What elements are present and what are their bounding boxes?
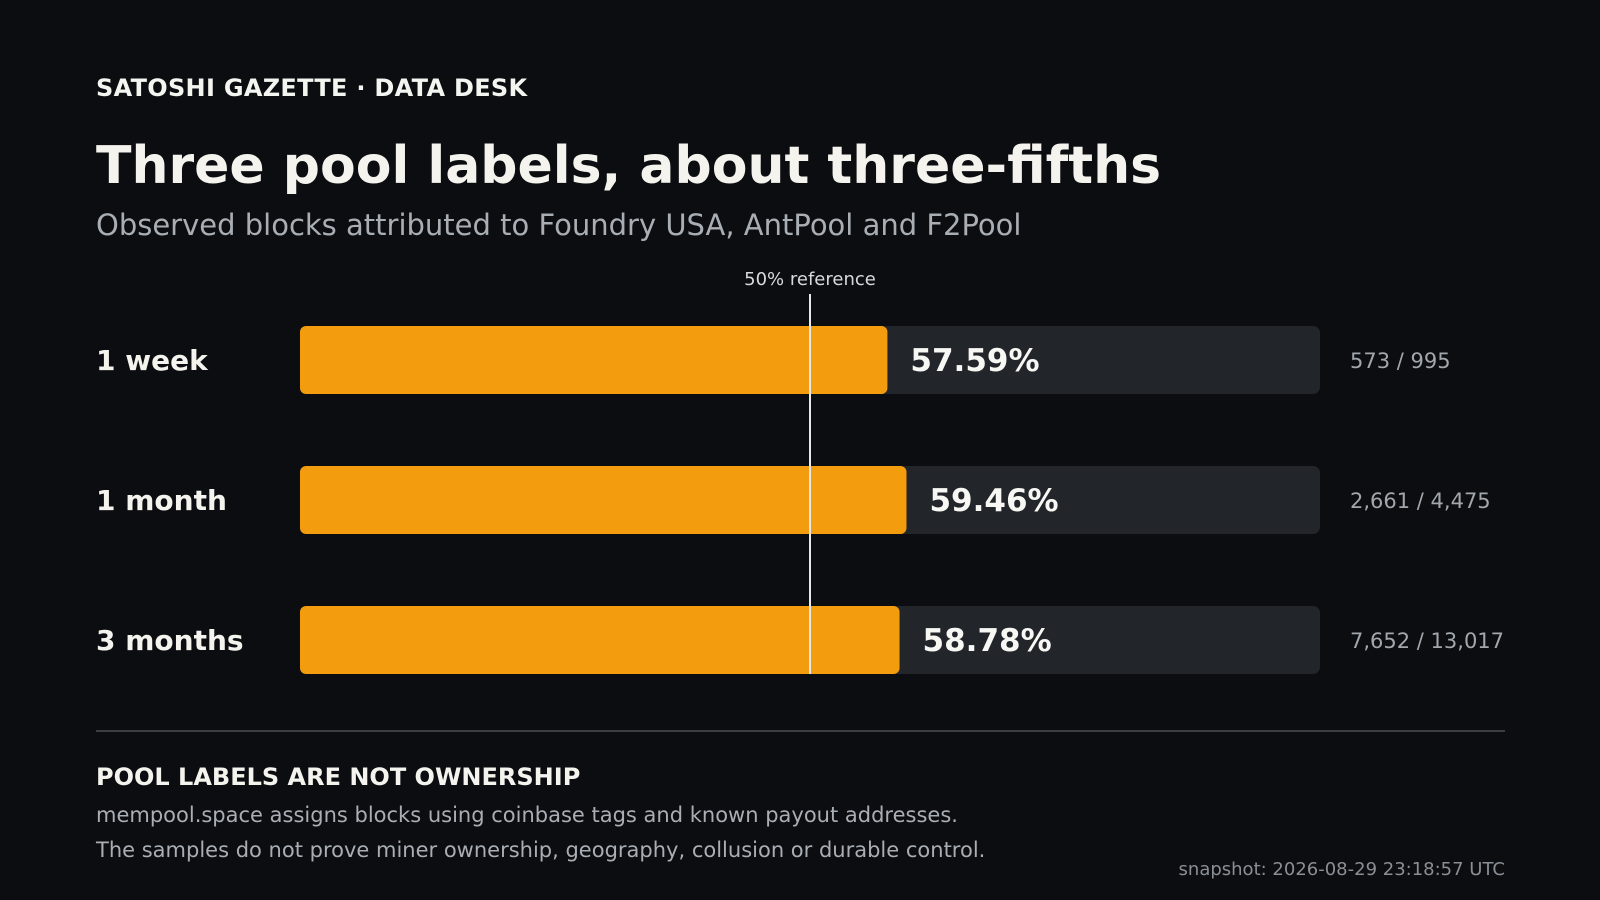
chart-title: Three pool labels, about three-fifths	[96, 136, 1162, 196]
count-label-1-month: 2,661 / 4,475	[1350, 489, 1491, 513]
row-label-3-months: 3 months	[96, 624, 244, 657]
note-line-2: The samples do not prove miner ownership…	[96, 838, 986, 862]
count-label-1-week: 573 / 995	[1350, 349, 1451, 373]
note-line-1: mempool.space assigns blocks using coinb…	[96, 803, 958, 827]
publication-kicker: SATOSHI GAZETTE · DATA DESK	[96, 74, 528, 102]
chart-subtitle: Observed blocks attributed to Foundry US…	[96, 208, 1022, 242]
share-bar-chart: 50% reference 1 week 57.59% 573 / 995 1 mont…	[96, 269, 1504, 674]
note-title: POOL LABELS ARE NOT OWNERSHIP	[96, 763, 581, 791]
row-label-1-month: 1 month	[96, 484, 227, 517]
value-label-1-month: 59.46%	[929, 483, 1058, 519]
value-label-1-week: 57.59%	[910, 343, 1039, 379]
bar-1-month	[300, 466, 907, 534]
reference-label: 50% reference	[744, 269, 876, 290]
snapshot-timestamp: snapshot: 2026-08-29 23:18:57 UTC	[1178, 859, 1505, 880]
row-label-1-week: 1 week	[96, 344, 209, 377]
bar-1-week	[300, 326, 888, 394]
section-divider	[96, 730, 1505, 732]
bar-3-months	[300, 606, 900, 674]
count-label-3-months: 7,652 / 13,017	[1350, 629, 1504, 653]
value-label-3-months: 58.78%	[923, 623, 1052, 659]
